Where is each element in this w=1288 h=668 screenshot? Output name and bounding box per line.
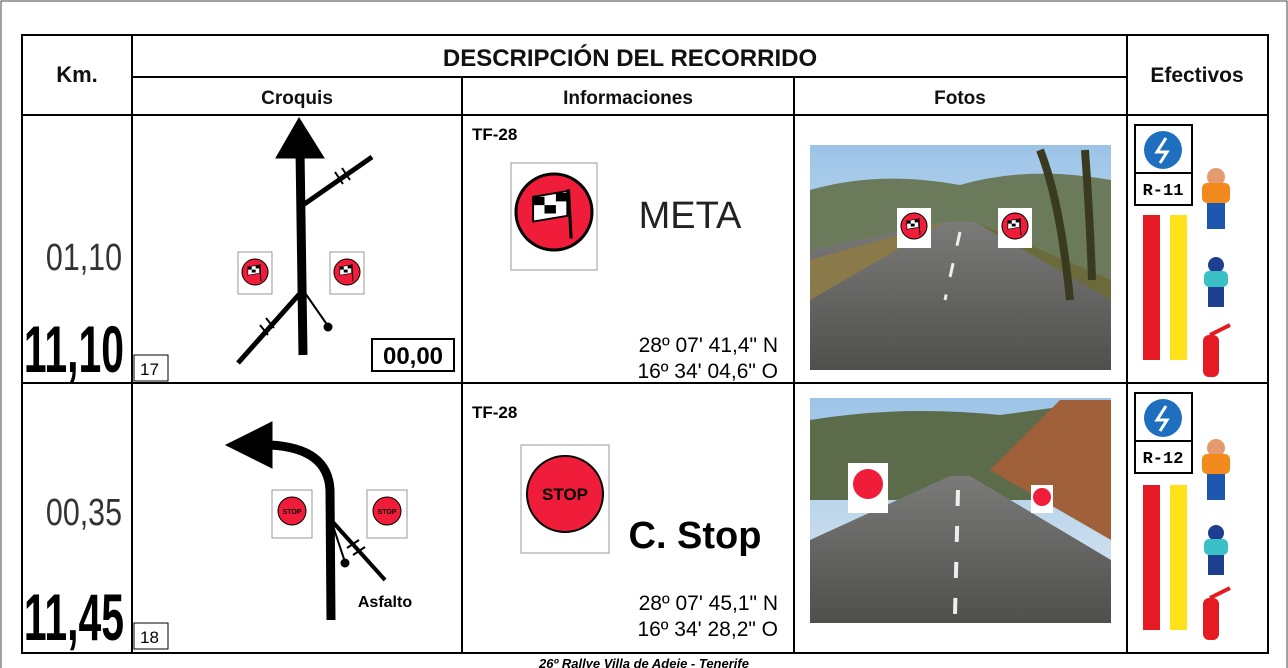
total-km: 11,45 [24,580,124,655]
efectivos-2 [1134,392,1231,640]
road: TF-28 [472,125,517,144]
info-header: Informaciones [563,88,693,109]
croquis-2 [224,421,408,621]
croquis-1 [236,117,374,365]
longitude: 16º 34' 28,2" O [637,618,778,641]
efectivos-header: Efectivos [1150,64,1243,87]
stop-text: STOP [283,509,302,516]
latitude: 28º 07' 41,4" N [639,334,778,357]
stop-text: STOP [542,485,588,504]
flag-sign [516,174,592,250]
footer: 26º Rallye Villa de Adeje - Tenerife [538,656,749,668]
stop-sign [526,455,604,533]
latitude: 28º 07' 45,1" N [639,592,778,615]
flag-sign [334,259,360,285]
photo-1 [810,145,1111,370]
croquis-label: Asfalto [358,594,412,611]
partial-km: 00,35 [46,492,122,534]
title: DESCRIPCIÓN DEL RECORRIDO [443,44,817,72]
photo-2 [810,398,1111,623]
total-km: 11,10 [24,312,124,387]
flag-sign [242,259,268,285]
post: R-11 [1143,182,1184,201]
longitude: 16º 34' 04,6" O [637,360,778,383]
partial-km: 01,10 [46,237,122,279]
road: TF-28 [472,403,517,422]
counter-box [371,338,455,372]
info: META [639,195,742,237]
number-box [133,354,169,382]
post: R-12 [1143,450,1184,469]
number-box [133,622,169,650]
row-number: 18 [140,628,159,647]
info: C. Stop [629,515,762,557]
stop-text: STOP [378,509,397,516]
counter: 00,00 [383,343,443,370]
efectivos-1 [1134,124,1231,377]
fotos-header: Fotos [934,88,986,109]
row-number: 17 [140,360,159,379]
croquis-header: Croquis [261,88,333,109]
km-header: Km. [56,62,98,87]
